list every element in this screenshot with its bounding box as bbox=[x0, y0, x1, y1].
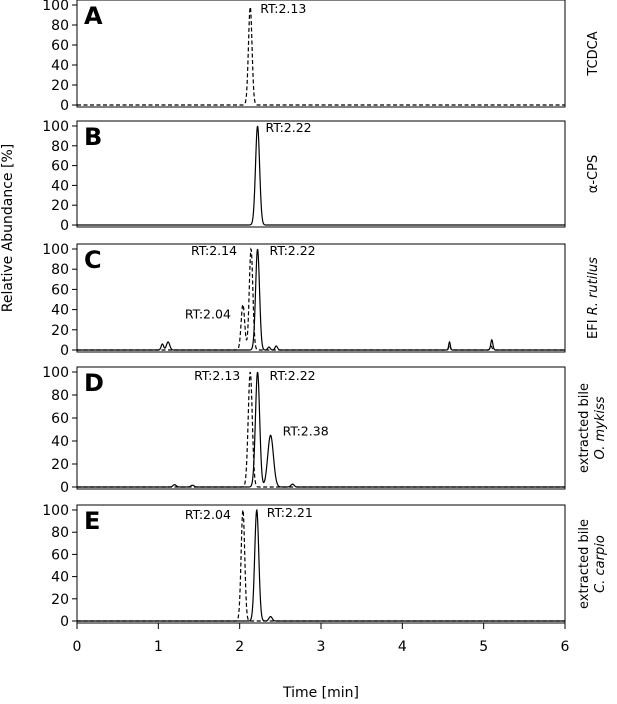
series-solid-trace bbox=[77, 248, 565, 351]
y-tick-label: 0 bbox=[60, 343, 69, 359]
panel-frame bbox=[76, 366, 566, 490]
x-tick-label: 6 bbox=[561, 639, 570, 655]
panel-d: 0 20 40 60 80 100 D RT:2.13 RT:2.22 RT:2.38 extrac… bbox=[42, 365, 608, 496]
x-tick-label: 0 bbox=[73, 639, 82, 655]
y-tick-label: 60 bbox=[51, 411, 69, 427]
panel-frame bbox=[76, 0, 566, 108]
x-tick-label: 4 bbox=[398, 639, 407, 655]
x-tick-label: 3 bbox=[317, 639, 326, 655]
side-label-segment: extracted bile bbox=[577, 519, 592, 609]
peak-annotation: RT:2.13 bbox=[194, 368, 240, 383]
side-label-segment: O. mykiss bbox=[593, 396, 608, 459]
panel-letter: E bbox=[84, 507, 100, 535]
peak-annotation: RT:2.13 bbox=[260, 1, 306, 16]
y-tick-label: 40 bbox=[51, 434, 69, 450]
y-tick-label: 40 bbox=[51, 58, 69, 74]
y-tick-label: 60 bbox=[51, 547, 69, 563]
y-tick-label: 40 bbox=[51, 178, 69, 194]
y-tick-label: 0 bbox=[60, 98, 69, 114]
side-label-segment: extracted bile bbox=[577, 383, 592, 473]
series-solid-trace bbox=[77, 371, 565, 488]
panel-side-label: EFI R. rutilus bbox=[586, 257, 601, 339]
panel-e: 0 20 40 60 80 100 0 1 2 3 4 5 6 E RT:2.04 RT:2.21 extrac… bbox=[42, 503, 608, 655]
panel-side-label: α-CPS bbox=[586, 155, 601, 193]
peak-annotation: RT:2.14 bbox=[191, 243, 237, 258]
panel-letter: A bbox=[84, 2, 103, 30]
panel-frame bbox=[76, 243, 566, 353]
y-tick-label: 20 bbox=[51, 78, 69, 94]
side-label-segment: α-CPS bbox=[586, 155, 601, 193]
series-dashed-trace bbox=[77, 509, 565, 622]
y-axis-title: Relative Abundance [%] bbox=[0, 144, 16, 312]
y-tick-label: 100 bbox=[42, 0, 69, 14]
y-tick-label: 40 bbox=[51, 570, 69, 586]
panel-frame bbox=[76, 120, 566, 228]
peak-annotation: RT:2.38 bbox=[283, 423, 329, 438]
peak-annotation: RT:2.22 bbox=[270, 368, 316, 383]
panel-side-label: extracted bileC. carpio bbox=[577, 519, 608, 609]
panel-letter: C bbox=[84, 246, 102, 274]
peak-annotation: RT:2.21 bbox=[267, 505, 313, 520]
y-tick-label: 0 bbox=[60, 614, 69, 630]
x-tick-label: 2 bbox=[235, 639, 244, 655]
y-tick-label: 20 bbox=[51, 592, 69, 608]
panel-a: 0 20 40 60 80 100 A RT:2.13 TCDCA bbox=[42, 0, 601, 114]
series-dashed-trace bbox=[77, 247, 565, 351]
series-solid-trace bbox=[77, 508, 565, 622]
peak-annotation: RT:2.04 bbox=[185, 307, 231, 322]
y-tick-label: 80 bbox=[51, 388, 69, 404]
x-tick-label: 1 bbox=[154, 639, 163, 655]
panel-letter: B bbox=[84, 123, 102, 151]
panel-side-label: TCDCA bbox=[586, 31, 601, 76]
y-tick-label: 0 bbox=[60, 218, 69, 234]
y-tick-label: 100 bbox=[42, 119, 69, 135]
series-solid-trace bbox=[77, 125, 565, 226]
panel-letter: D bbox=[84, 369, 104, 397]
peak-annotation: RT:2.04 bbox=[185, 507, 231, 522]
panel-frame bbox=[76, 504, 566, 624]
y-tick-label: 20 bbox=[51, 323, 69, 339]
x-axis-title: Time [min] bbox=[282, 685, 359, 701]
y-tick-label: 80 bbox=[51, 18, 69, 34]
y-tick-label: 100 bbox=[42, 365, 69, 381]
y-tick-label: 80 bbox=[51, 525, 69, 541]
y-tick-label: 20 bbox=[51, 457, 69, 473]
y-tick-label: 100 bbox=[42, 242, 69, 258]
side-label-segment: R. rutilus bbox=[586, 257, 601, 315]
y-tick-label: 20 bbox=[51, 198, 69, 214]
panel-side-label: extracted bileO. mykiss bbox=[577, 383, 608, 473]
y-tick-label: 60 bbox=[51, 38, 69, 54]
panel-c: 0 20 40 60 80 100 C RT:2.14 RT:2.22 RT:2.04 EFI R.… bbox=[42, 242, 601, 359]
side-label-segment: TCDCA bbox=[586, 31, 601, 76]
y-tick-label: 80 bbox=[51, 139, 69, 155]
y-tick-label: 60 bbox=[51, 159, 69, 175]
y-tick-label: 80 bbox=[51, 262, 69, 278]
y-tick-label: 0 bbox=[60, 480, 69, 496]
panel-b: 0 20 40 60 80 100 B RT:2.22 α-CPS bbox=[42, 119, 601, 234]
y-tick-label: 60 bbox=[51, 282, 69, 298]
series-dashed-trace bbox=[77, 6, 565, 106]
peak-annotation: RT:2.22 bbox=[270, 243, 316, 258]
y-tick-label: 100 bbox=[42, 503, 69, 519]
side-label-segment: C. carpio bbox=[593, 535, 608, 593]
y-tick-label: 40 bbox=[51, 303, 69, 319]
side-label-segment: EFI bbox=[586, 315, 601, 339]
x-tick-label: 5 bbox=[479, 639, 488, 655]
peak-annotation: RT:2.22 bbox=[266, 120, 312, 135]
